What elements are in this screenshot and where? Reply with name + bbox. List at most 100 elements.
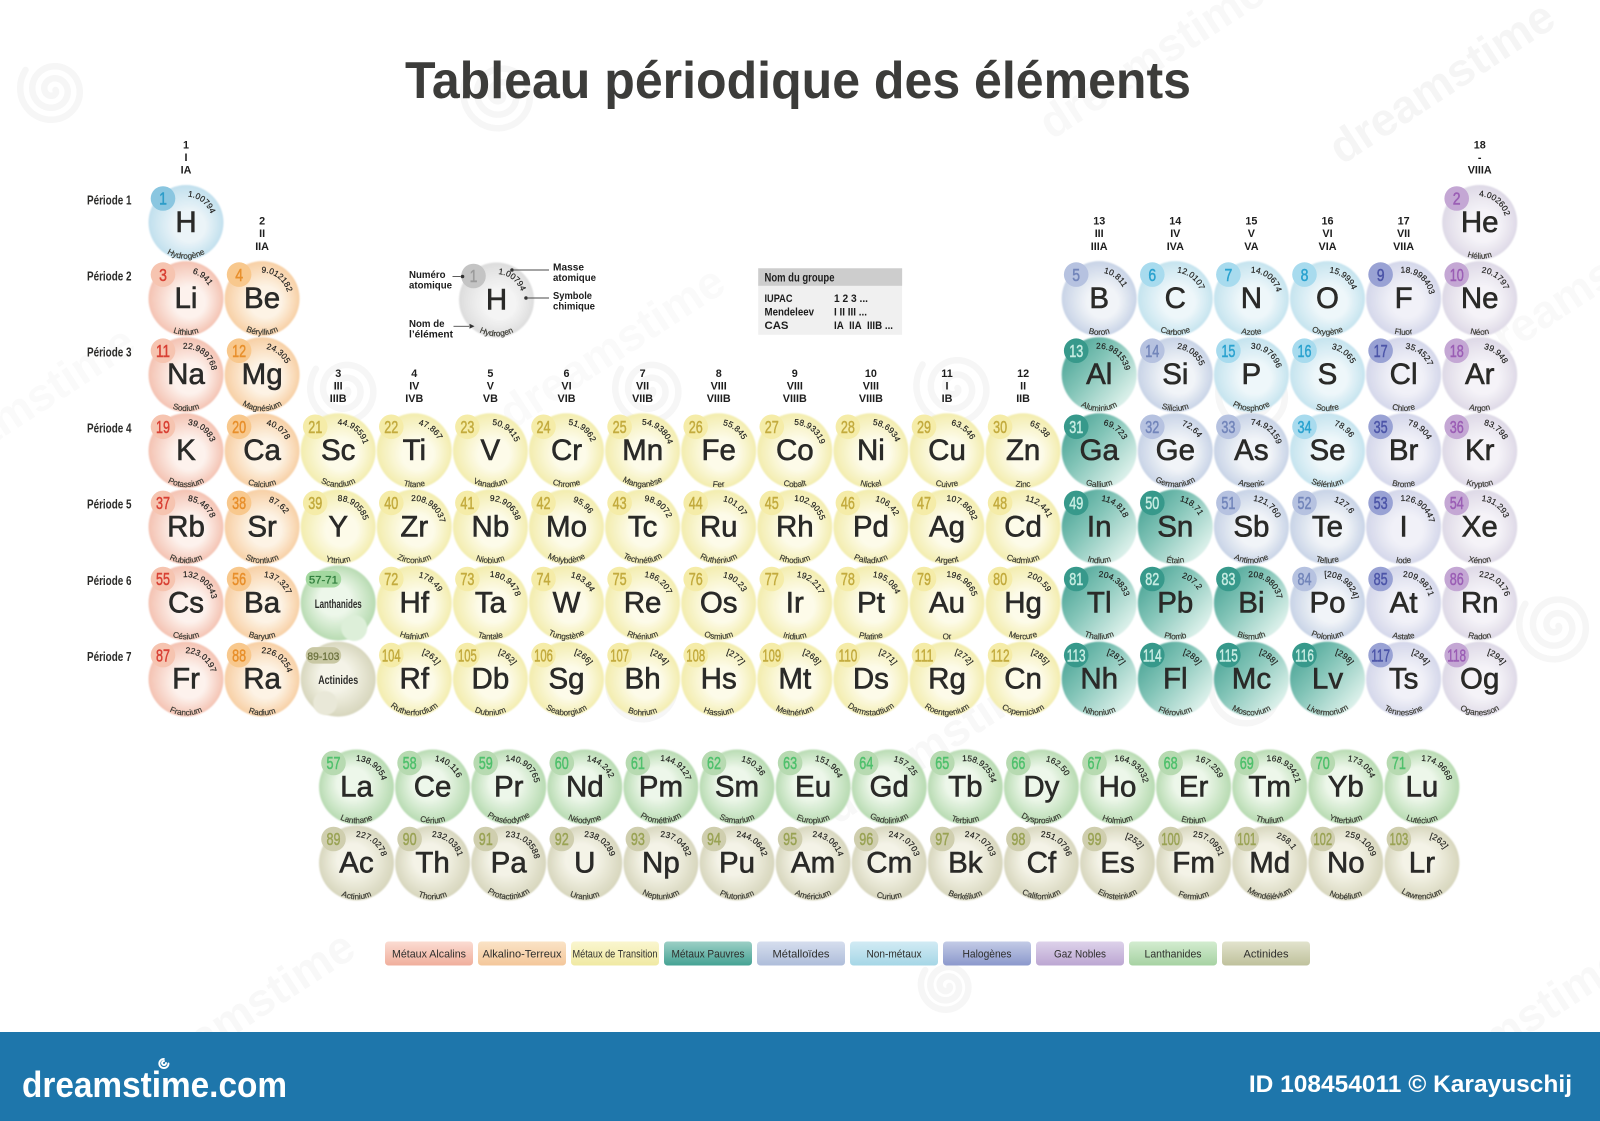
svg-text:Zirconium: Zirconium — [396, 552, 433, 565]
svg-text:Lanthanides: Lanthanides — [1145, 949, 1203, 961]
svg-text:IUPAC: IUPAC — [765, 293, 793, 305]
svg-text:31: 31 — [1069, 417, 1083, 437]
svg-text:atomique: atomique — [553, 273, 596, 284]
svg-text:Lanthane: Lanthane — [339, 813, 374, 826]
svg-text:21: 21 — [308, 417, 322, 437]
svg-text:Période 1: Période 1 — [87, 193, 132, 207]
svg-text:As: As — [1234, 434, 1268, 467]
svg-text:Tungstène: Tungstène — [547, 628, 586, 641]
svg-text:83: 83 — [1221, 569, 1235, 589]
svg-text:109: 109 — [762, 645, 781, 665]
svg-text:Tl: Tl — [1087, 586, 1112, 619]
svg-text:66: 66 — [1011, 753, 1025, 773]
svg-text:Ds: Ds — [853, 663, 889, 696]
svg-text:16: 16 — [1298, 341, 1312, 361]
svg-text:73: 73 — [460, 569, 474, 589]
svg-text:Pt: Pt — [857, 586, 885, 619]
svg-text:Lawrencium: Lawrencium — [1400, 887, 1444, 902]
svg-text:Californium: Californium — [1021, 887, 1063, 901]
svg-text:Mendeleev: Mendeleev — [765, 307, 815, 319]
svg-text:Rf: Rf — [400, 663, 430, 696]
svg-text:Se: Se — [1309, 434, 1345, 467]
svg-text:7: 7 — [640, 368, 646, 380]
svg-text:111: 111 — [915, 645, 934, 665]
svg-text:11: 11 — [941, 368, 952, 380]
svg-text:34: 34 — [1298, 417, 1312, 437]
svg-text:70: 70 — [1316, 753, 1330, 773]
svg-text:Ruthénium: Ruthénium — [699, 552, 739, 566]
svg-text:Molybdène: Molybdène — [546, 551, 587, 565]
svg-text:Hs: Hs — [701, 663, 737, 696]
svg-text:dreamstime: dreamstime — [1319, 0, 1564, 174]
svg-text:Yttrium: Yttrium — [325, 554, 352, 565]
svg-text:Scandium: Scandium — [320, 476, 357, 489]
svg-text:37: 37 — [156, 493, 170, 513]
svg-text:Og: Og — [1460, 663, 1499, 696]
svg-text:Seaborgium: Seaborgium — [545, 703, 589, 718]
svg-text:14: 14 — [1169, 216, 1181, 228]
svg-text:Plomb: Plomb — [1163, 631, 1187, 642]
svg-text:Tennessine: Tennessine — [1383, 703, 1425, 717]
svg-text:Nh: Nh — [1080, 663, 1118, 696]
svg-text:Curium: Curium — [876, 890, 903, 901]
svg-text:dreamstime.com: dreamstime.com — [22, 1064, 287, 1105]
svg-text:Sélénium: Sélénium — [1310, 477, 1345, 490]
svg-text:Hf: Hf — [400, 586, 430, 619]
svg-text:17: 17 — [1374, 341, 1388, 361]
svg-text:Terbium: Terbium — [950, 814, 980, 826]
svg-text:Ts: Ts — [1389, 663, 1419, 696]
svg-text:90: 90 — [403, 829, 417, 849]
svg-text:12: 12 — [1017, 368, 1029, 380]
svg-text:La: La — [340, 770, 373, 803]
svg-text:No: No — [1327, 846, 1365, 879]
svg-text:49: 49 — [1069, 493, 1083, 513]
svg-text:108: 108 — [686, 645, 705, 665]
svg-text:Holmium: Holmium — [1101, 813, 1134, 825]
svg-text:Magnésium: Magnésium — [241, 399, 283, 413]
svg-text:chimique: chimique — [553, 302, 595, 313]
svg-text:Thallium: Thallium — [1083, 630, 1115, 642]
svg-text:VIA: VIA — [1319, 241, 1337, 253]
svg-text:Hg: Hg — [1004, 586, 1042, 619]
svg-text:91: 91 — [479, 829, 493, 849]
svg-text:Os: Os — [700, 586, 738, 619]
svg-text:Br: Br — [1389, 434, 1419, 467]
svg-text:Rg: Rg — [928, 663, 966, 696]
svg-text:32: 32 — [1145, 417, 1159, 437]
svg-text:30: 30 — [993, 417, 1007, 437]
svg-text:Métaux Alcalins: Métaux Alcalins — [392, 949, 467, 961]
svg-text:Yb: Yb — [1328, 770, 1364, 803]
svg-text:Métaux Pauvres: Métaux Pauvres — [672, 949, 746, 961]
svg-text:Zinc: Zinc — [1015, 479, 1031, 489]
svg-text:6: 6 — [1148, 265, 1156, 285]
svg-text:Rn: Rn — [1461, 586, 1499, 619]
svg-text:13: 13 — [1093, 216, 1105, 228]
svg-text:Si: Si — [1162, 358, 1188, 391]
svg-text:W: W — [553, 586, 581, 619]
svg-text:Titane: Titane — [403, 479, 427, 490]
svg-text:Masse: Masse — [553, 263, 584, 274]
svg-text:VIII: VIII — [711, 380, 727, 392]
svg-text:93: 93 — [631, 829, 645, 849]
svg-text:44: 44 — [689, 493, 703, 513]
svg-text:Tm: Tm — [1248, 770, 1291, 803]
svg-text:Xe: Xe — [1462, 510, 1498, 543]
svg-text:Hassium: Hassium — [702, 705, 735, 717]
svg-text:Ag: Ag — [929, 510, 965, 543]
svg-text:Soufre: Soufre — [1315, 402, 1340, 413]
svg-text:Bh: Bh — [625, 663, 661, 696]
svg-text:Ce: Ce — [414, 770, 452, 803]
svg-text:B: B — [1089, 282, 1109, 315]
svg-text:Sg: Sg — [548, 663, 584, 696]
svg-text:114: 114 — [1143, 645, 1162, 665]
svg-text:94: 94 — [707, 829, 721, 849]
svg-text:Europium: Europium — [795, 813, 831, 826]
svg-text:II: II — [259, 228, 265, 240]
svg-text:Ho: Ho — [1099, 770, 1137, 803]
svg-text:40: 40 — [384, 493, 398, 513]
svg-text:Md: Md — [1249, 846, 1290, 879]
svg-text:5: 5 — [487, 368, 493, 380]
svg-text:ID 108454011 © Karayuschij: ID 108454011 © Karayuschij — [1249, 1071, 1572, 1098]
svg-text:Non-métaux: Non-métaux — [867, 949, 923, 961]
svg-text:IA IIA IIIB ...: IA IIA IIIB ... — [834, 320, 893, 332]
